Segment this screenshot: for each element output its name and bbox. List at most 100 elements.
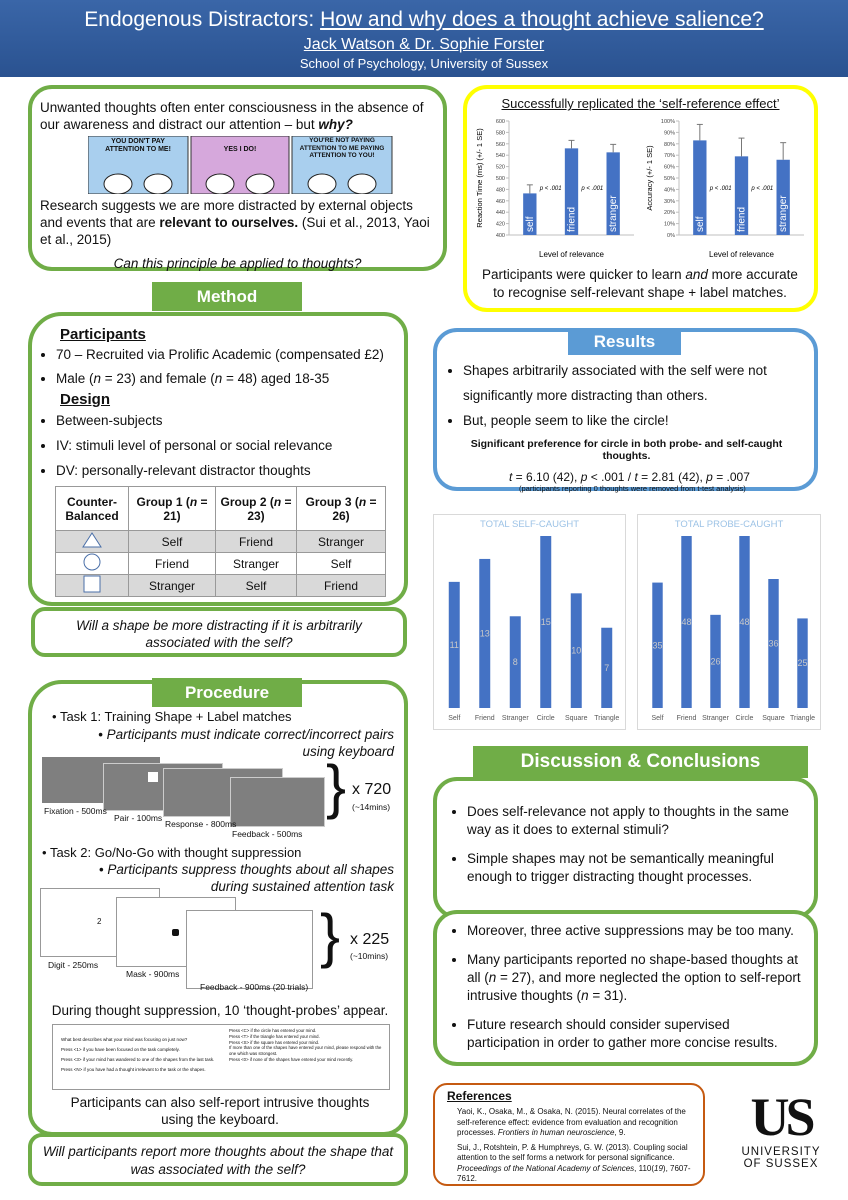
category-label: self [525, 216, 536, 232]
y-tick-label: 10% [664, 222, 675, 228]
list-item: Simple shapes may not be semantically me… [467, 850, 804, 886]
text-run: = 21) [163, 494, 208, 523]
list-item: Between-subjects [56, 408, 394, 433]
comic-figures [103, 173, 377, 194]
procedure-question-box: Will participants report more thoughts a… [28, 1133, 408, 1186]
text-run: = 48) aged 18-35 [222, 371, 330, 386]
shape-cell [55, 530, 129, 553]
value-label: 15 [541, 617, 551, 627]
bar [509, 616, 521, 708]
screen-caption: Pair - 100ms [114, 813, 163, 823]
brace: } [320, 902, 341, 969]
text-run: why? [318, 117, 353, 132]
results-label: Results [568, 329, 681, 355]
probe-line: Press <T> if the triangle has entered yo… [229, 1033, 320, 1039]
y-tick-label: 560 [496, 142, 505, 148]
y-tick-label: 60% [664, 165, 675, 171]
bar [479, 558, 491, 708]
x-tick-label: Stranger [502, 715, 530, 722]
probe-intro: During thought suppression, 10 ‘thought-… [51, 1003, 389, 1018]
category-label: friend [567, 207, 578, 232]
comic-speech: YOU DON'T PAY ATTENTION TO ME! [105, 138, 171, 153]
x-tick-label: Self [651, 715, 663, 722]
y-tick-label: 80% [664, 142, 675, 148]
y-tick-label: 540 [496, 153, 505, 159]
method-question: Will a shape be more distracting if it i… [76, 618, 362, 650]
y-tick-label: 70% [664, 153, 675, 159]
reference: Sui, J., Rotshtein, P. & Humphreys, G. W… [457, 1143, 695, 1185]
list-item: Shapes arbitrarily associated with the s… [463, 358, 804, 408]
category-label: friend [737, 207, 748, 232]
bar [601, 627, 613, 708]
text-run: t [634, 470, 638, 484]
discussion-list: Does self-relevance not apply to thought… [453, 803, 804, 886]
list-item: Moreover, three active suppressions may … [467, 922, 804, 940]
task-detail-text: Participants suppress thoughts about all… [107, 862, 394, 894]
text-run: , 110( [634, 1163, 655, 1173]
y-tick-label: 20% [664, 210, 675, 216]
probe-line: Press <3> if your mind has wandered to o… [61, 1057, 215, 1062]
section-heading: Design [60, 391, 111, 408]
probe-line: Press <0> if none of the shapes have ent… [229, 1056, 354, 1062]
text-run: Yaoi, K., Osaka, M., & Osaka, N. (2015).… [457, 1107, 686, 1137]
y-tick-label: 50% [664, 176, 675, 182]
repeat-time: (~10mins) [350, 951, 389, 961]
task-title-text: Task 1: Training Shape + Label matches [59, 709, 292, 724]
results-bold: Significant preference for circle in bot… [470, 438, 783, 462]
rt-chart: 400 420 440 460 480 500 520 540 560 580 600 Reactio… [475, 119, 634, 259]
x-tick-label: Self [448, 715, 460, 722]
y-tick-label: 480 [496, 187, 505, 193]
accuracy-chart: 0% 10% 20% 30% 40% 50% 60% 70% 80% 90% 100% Accurac… [645, 119, 804, 259]
probe-line: Press <N> if you have had a thought irre… [61, 1067, 206, 1072]
task-title: • Task 1: Training Shape + Label matches [52, 709, 292, 724]
text-run: = 23) and female ( [101, 371, 215, 386]
bar [606, 152, 620, 235]
table-header: Group 1 (n = 21) [128, 486, 216, 531]
text-run: = 6.10 (42), [512, 470, 581, 484]
y-tick-label: 30% [664, 199, 675, 205]
text-run: = 27), and more neglected the option to … [467, 970, 801, 1003]
text-run: Frontiers in human neuroscience [497, 1128, 615, 1137]
text-run: = 26) [332, 494, 377, 523]
value-label: 25 [797, 658, 807, 668]
text-run: p [580, 470, 588, 484]
text-run: p [706, 470, 713, 484]
category-label: self [695, 216, 706, 232]
text-run: more accurate to recognise self-relevant… [493, 267, 798, 300]
text-run: Proceedings of the National Academy of S… [457, 1163, 635, 1173]
header: Endogenous Distractors: How and why does… [0, 0, 848, 77]
bar [570, 593, 582, 708]
table-cell: Friend [296, 574, 386, 597]
comic: YOU DON'T PAY ATTENTION TO ME! YES I DO!… [88, 136, 393, 194]
repeat-count: x 225 [350, 931, 390, 948]
discussion-label: Discussion & Conclusions [473, 746, 808, 778]
digit-stimulus: 2 [97, 917, 102, 926]
text-run: , 9. [614, 1128, 626, 1137]
y-tick-label: 400 [496, 233, 505, 239]
list-item: Does self-relevance not apply to thought… [467, 803, 804, 839]
references-heading: References [447, 1089, 512, 1103]
list-item: Many participants reported no shape-base… [467, 951, 804, 1005]
table-cell: Self [128, 530, 216, 553]
y-axis-label: Reaction Time (ms) (+/- 1 SE) [475, 128, 484, 228]
screen-caption: Feedback - 500ms [232, 829, 303, 839]
text-run: n [488, 970, 497, 985]
bar [523, 193, 537, 235]
category-label: stranger [778, 195, 789, 232]
y-tick-label: 0% [667, 233, 675, 239]
bar [540, 536, 552, 708]
probe-caught-chart: TOTAL PROBE-CAUGHT 35 Self 48 Friend 26 Strang… [637, 514, 821, 730]
bar [693, 140, 707, 235]
authors: Jack Watson & Dr. Sophie Forster [303, 36, 545, 53]
text-run: Group 2 ( [220, 494, 274, 509]
bar [739, 536, 750, 708]
table-cell: Self [215, 574, 297, 597]
value-label: 11 [450, 640, 459, 650]
x-axis-label: Level of relevance [709, 250, 774, 259]
replication-box [463, 85, 818, 312]
y-tick-label: 440 [496, 210, 505, 216]
value-label: 26 [710, 656, 720, 666]
text-run: 19 [654, 1163, 663, 1173]
counterbalance-table: Counter-Balanced Group 1 (n = 21) Group … [55, 486, 386, 597]
text-run: (Sui et al., 2013, Yaoi et al., 2015) [40, 215, 430, 247]
